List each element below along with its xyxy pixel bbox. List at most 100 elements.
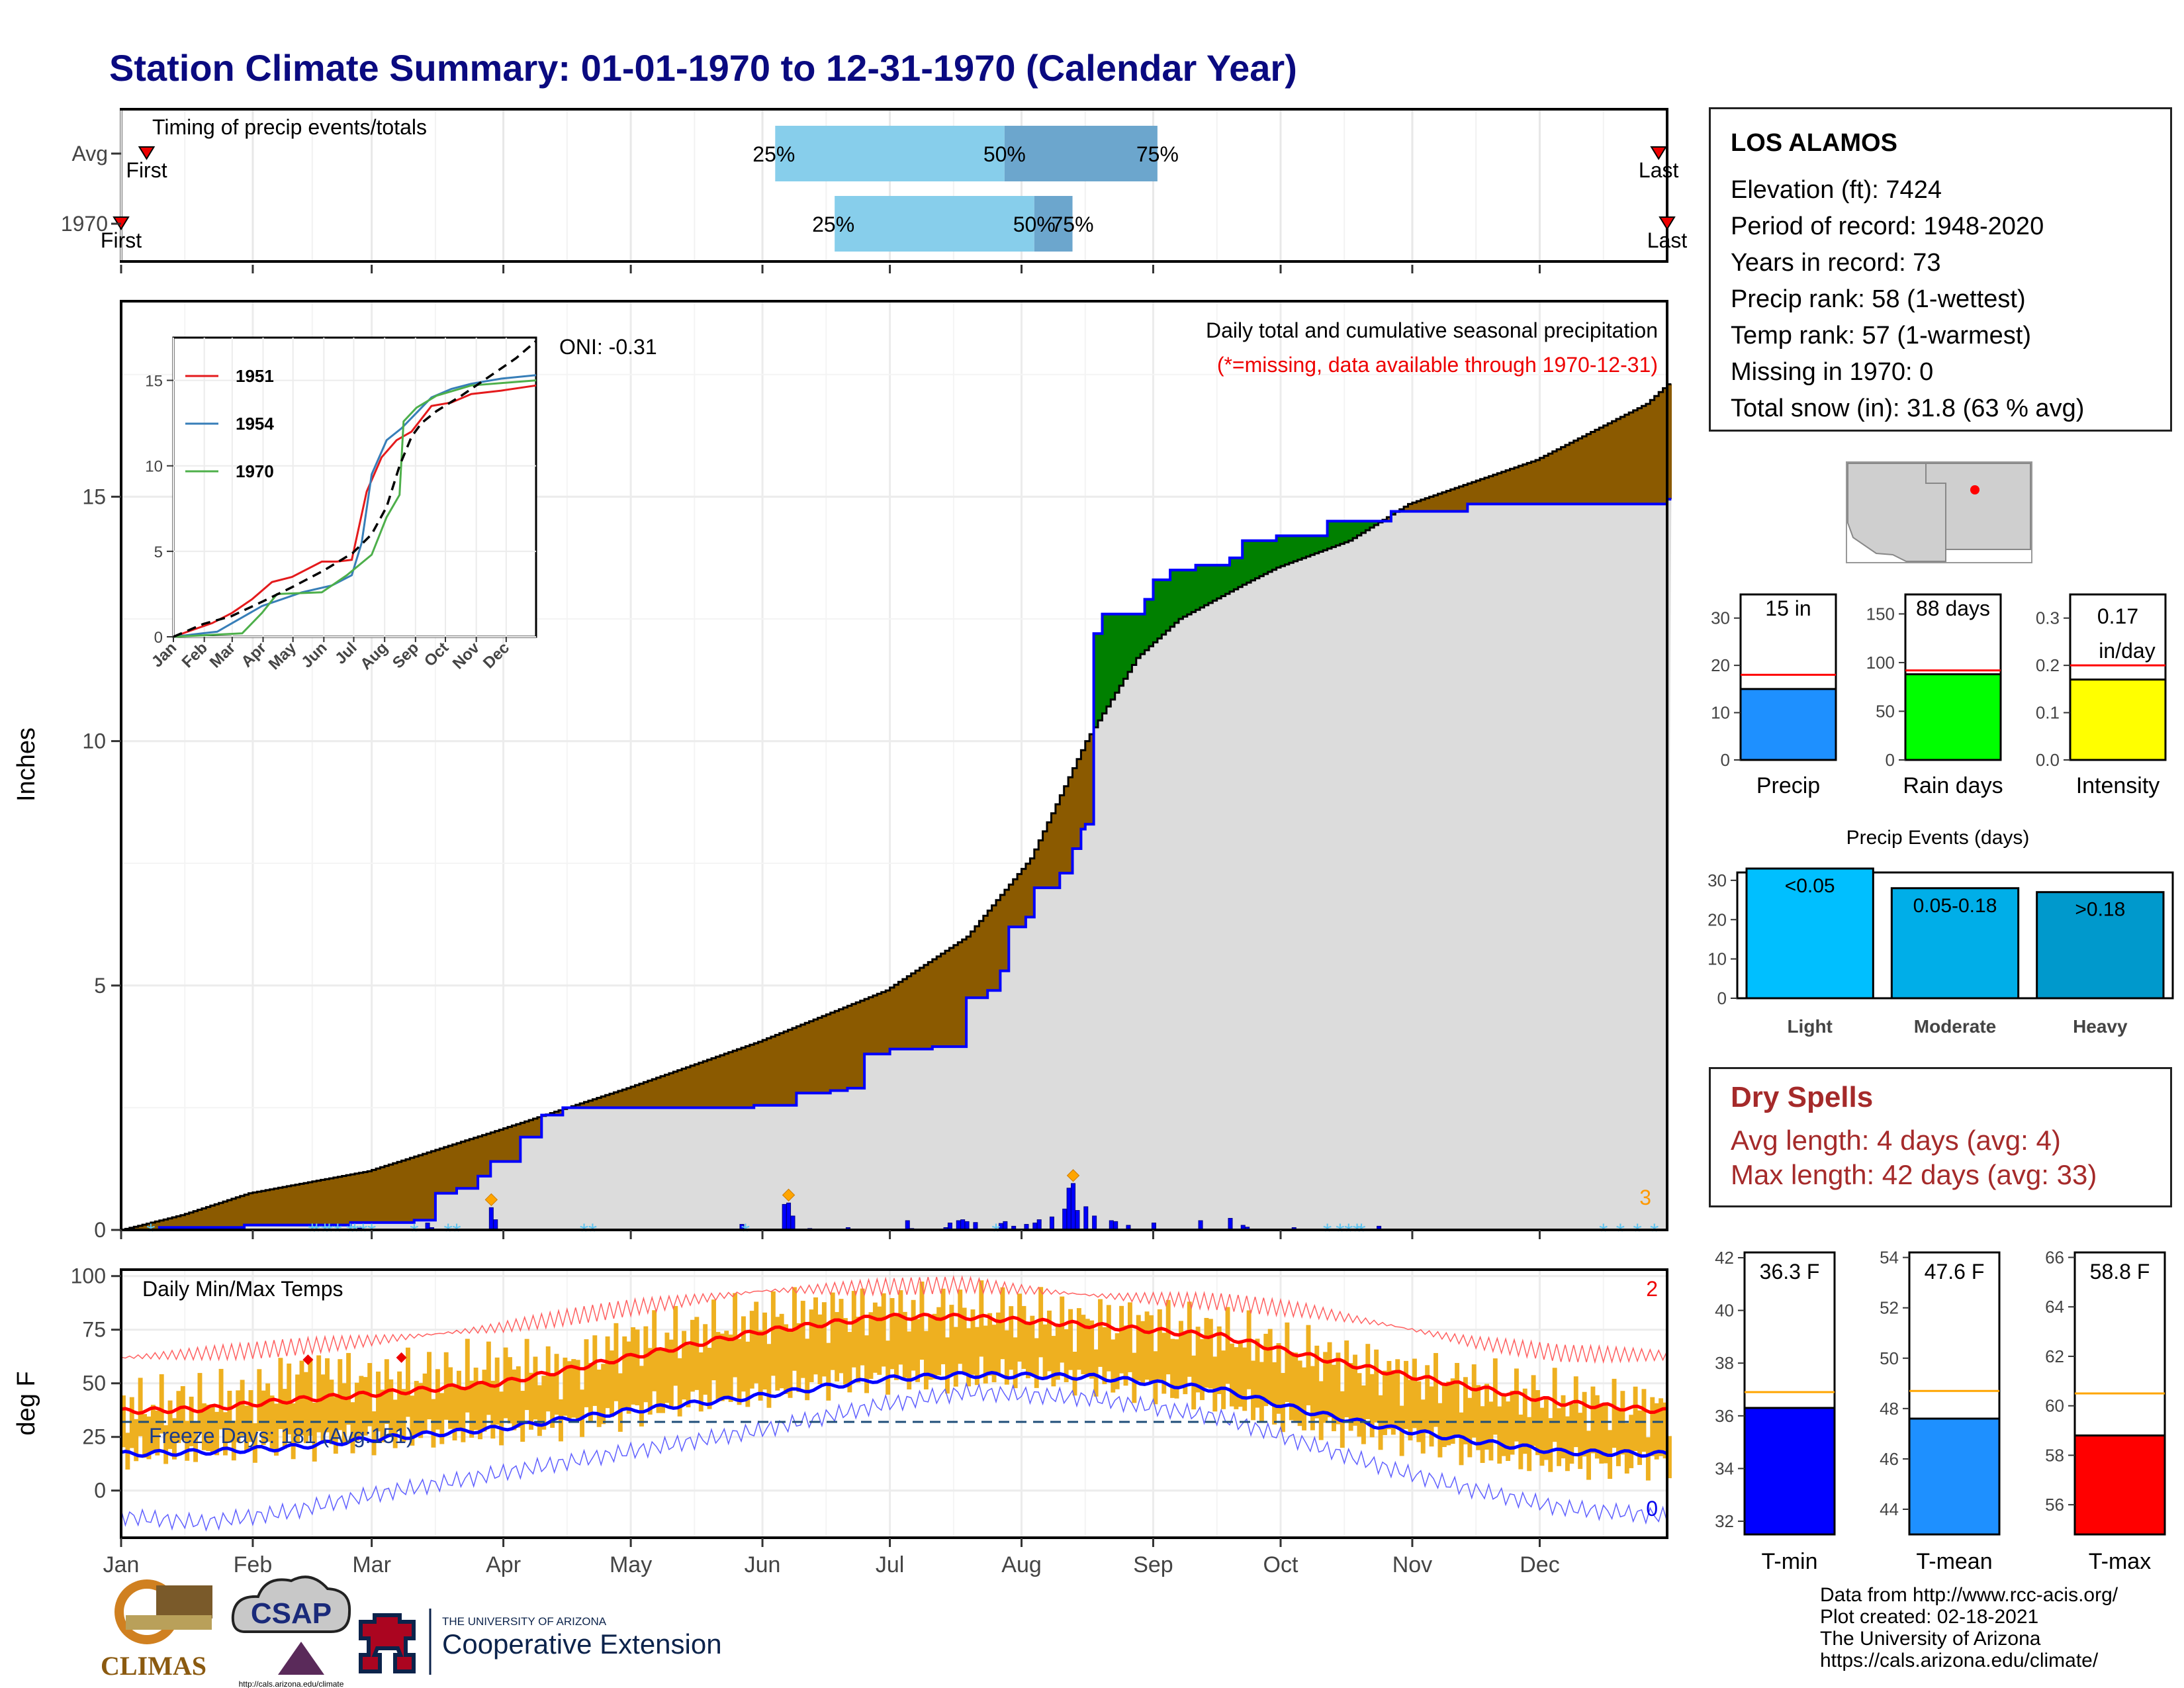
daily-temp-bar (354, 1382, 359, 1441)
daily-temp-bar (1548, 1418, 1553, 1472)
timing-q75-label: 75% (1136, 142, 1179, 166)
daily-temp-bar (1302, 1367, 1307, 1430)
map-newmexico-shape (1925, 463, 2031, 550)
daily-temp-bar (1603, 1403, 1608, 1464)
precip-y-tick-label: 10 (82, 729, 106, 753)
daily-temp-bar (987, 1313, 993, 1376)
month-tick-label: Feb (234, 1552, 273, 1577)
snow-day-marker: * (444, 1219, 453, 1244)
daily-temp-bar (915, 1319, 921, 1382)
daily-temp-bar (1641, 1389, 1647, 1452)
month-tick-label: Dec (1520, 1552, 1559, 1577)
daily-temp-bar (329, 1380, 334, 1444)
daily-temp-bar (1561, 1395, 1566, 1459)
daily-temp-bar (775, 1317, 780, 1391)
daily-temp-bar (991, 1325, 997, 1383)
summary-y-tick-label: 0.3 (2036, 608, 2060, 628)
daily-temp-bar (448, 1367, 453, 1429)
daily-temp-bar (1527, 1417, 1532, 1472)
daily-temp-bar (1459, 1412, 1464, 1466)
extreme-precip-marker (782, 1188, 796, 1202)
daily-temp-bar (1344, 1340, 1349, 1418)
month-tick-label: Sep (1133, 1552, 1173, 1577)
summary-bar-precip (1739, 688, 1837, 761)
daily-temp-bar (231, 1421, 236, 1461)
daily-temp-bar (350, 1402, 355, 1454)
daily-temp-bar (1132, 1352, 1137, 1403)
daily-temp-bar (193, 1423, 199, 1462)
daily-temp-bar (911, 1299, 916, 1371)
daily-temp-bar (392, 1399, 398, 1448)
temp-summary-y-tick-label: 60 (2045, 1396, 2064, 1416)
temp-summary-category: T-min (1762, 1549, 1818, 1574)
daily-temp-bar (698, 1352, 704, 1412)
temp-summary-y-tick-label: 42 (1715, 1248, 1734, 1268)
daily-temp-bar (707, 1348, 712, 1409)
daily-temp-bar (1645, 1437, 1651, 1481)
daily-temp-bar (898, 1290, 903, 1365)
daily-temp-bar (1314, 1345, 1320, 1419)
events-bar-light (1745, 867, 1874, 1000)
daily-temp-bar (244, 1405, 250, 1452)
daily-temp-bar (945, 1337, 950, 1394)
daily-temp-bar (936, 1307, 942, 1376)
summary-y-tick-label: 10 (1711, 703, 1730, 723)
daily-temp-bar (1119, 1305, 1124, 1374)
station-snow: Total snow (in): 31.8 (63 % avg) (1731, 395, 2085, 422)
daily-temp-bar (1531, 1375, 1536, 1446)
snow-day-marker: * (588, 1219, 597, 1244)
daily-temp-bar (214, 1411, 220, 1456)
temp-summary-y-tick-label: 66 (2045, 1247, 2064, 1267)
timing-title: Timing of precip events/totals (152, 115, 427, 139)
daily-temp-bar (928, 1315, 933, 1380)
ua-logo: THE UNIVERSITY OF ARIZONA Cooperative Ex… (359, 1609, 722, 1675)
temp-summary-bar-t-max (2073, 1434, 2166, 1536)
daily-temp-bar (1404, 1360, 1409, 1429)
daily-temp-bar (469, 1380, 475, 1438)
daily-temp-bar (821, 1302, 827, 1377)
daily-temp-bar (512, 1369, 517, 1430)
daily-temp-bar (516, 1366, 521, 1428)
daily-temp-bar (312, 1402, 317, 1462)
daily-temp-bar (529, 1372, 534, 1430)
events-y-tick-label: 20 (1707, 910, 1727, 929)
daily-temp-bar (180, 1385, 185, 1440)
daily-temp-bar (520, 1391, 525, 1442)
daily-temp-bar (800, 1301, 805, 1378)
daily-temp-bar (749, 1311, 754, 1389)
daily-temp-bar (1412, 1358, 1417, 1429)
record-high-marker (396, 1352, 407, 1363)
precip-extreme-count: 3 (1639, 1186, 1651, 1209)
snow-day-marker: * (1633, 1219, 1641, 1244)
inset-y-tick-label: 15 (145, 373, 163, 391)
daily-temp-bar (1072, 1351, 1077, 1396)
daily-temp-bar (308, 1358, 313, 1436)
daily-temp-bar (1276, 1343, 1281, 1414)
precip-title: Daily total and cumulative seasonal prec… (1206, 318, 1658, 342)
daily-temp-bar (1578, 1413, 1583, 1470)
timing-first-label: First (126, 158, 167, 182)
temp-daily-bars (121, 1280, 1672, 1481)
daily-temp-bar (1374, 1349, 1379, 1423)
snow-day-marker: * (741, 1219, 750, 1244)
daily-temp-bar (414, 1381, 419, 1437)
daily-precip-bar (488, 1207, 494, 1231)
daily-temp-bar (359, 1376, 364, 1436)
station-period: Period of record: 1948-2020 (1731, 212, 2044, 240)
daily-temp-bar (1281, 1373, 1285, 1432)
daily-temp-bar (252, 1423, 257, 1463)
summary-category-label: Precip (1756, 773, 1820, 798)
daily-temp-bar (218, 1368, 224, 1430)
daily-temp-bar (966, 1328, 972, 1387)
daily-temp-bar (371, 1411, 377, 1456)
daily-temp-bar (405, 1347, 410, 1417)
daily-temp-bar (1204, 1317, 1209, 1388)
dry-spells-title: Dry Spells (1731, 1081, 1874, 1113)
daily-temp-bar (346, 1352, 351, 1425)
daily-temp-bar (1590, 1386, 1596, 1454)
snow-day-marker: * (410, 1219, 418, 1244)
daily-temp-bar (397, 1371, 402, 1432)
daily-temp-bar (333, 1397, 338, 1454)
daily-temp-bar (452, 1386, 457, 1440)
daily-temp-bar (257, 1369, 262, 1432)
